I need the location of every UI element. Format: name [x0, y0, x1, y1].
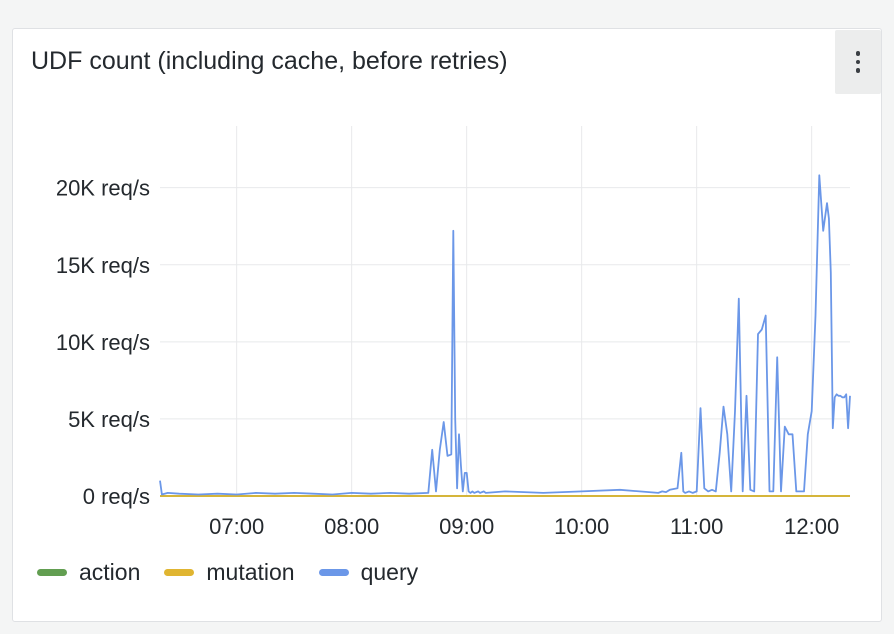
- legend-label: action: [79, 559, 141, 585]
- chart-legend: action mutation query: [37, 559, 418, 586]
- line-chart: 0 req/s 5K req/s 10K req/s 15K req/s 20K req…: [56, 126, 851, 539]
- legend-label: mutation: [206, 559, 295, 585]
- y-tick-label: 15K req/s: [56, 253, 150, 278]
- legend-item-query[interactable]: query: [318, 559, 419, 586]
- legend-item-mutation[interactable]: mutation: [164, 559, 295, 586]
- kebab-menu-icon-dot-2: [855, 59, 861, 65]
- x-tick-label: 10:00: [554, 514, 609, 539]
- x-tick-label: 12:00: [784, 514, 839, 539]
- y-tick-label: 10K req/s: [56, 330, 150, 355]
- y-tick-label: 5K req/s: [68, 407, 150, 432]
- x-tick-label: 11:00: [670, 514, 723, 539]
- series-line-query: [159, 174, 851, 496]
- legend-swatch: [37, 569, 67, 576]
- legend-swatch: [318, 569, 349, 576]
- chart-panel: UDF count (including cache, before retri…: [12, 28, 882, 622]
- panel-menu-button[interactable]: [835, 30, 881, 94]
- legend-swatch: [164, 569, 195, 576]
- kebab-menu-icon-dot-3: [855, 68, 861, 73]
- x-tick-label: 08:00: [324, 514, 379, 539]
- x-tick-label: 07:00: [209, 514, 264, 539]
- y-tick-label: 0 req/s: [83, 484, 150, 509]
- y-tick-label: 20K req/s: [56, 176, 150, 201]
- legend-item-action[interactable]: action: [37, 559, 140, 586]
- legend-label: query: [360, 559, 419, 585]
- x-tick-label: 09:00: [439, 514, 494, 539]
- panel-title: UDF count (including cache, before retri…: [31, 47, 508, 75]
- kebab-menu-icon: [855, 51, 861, 56]
